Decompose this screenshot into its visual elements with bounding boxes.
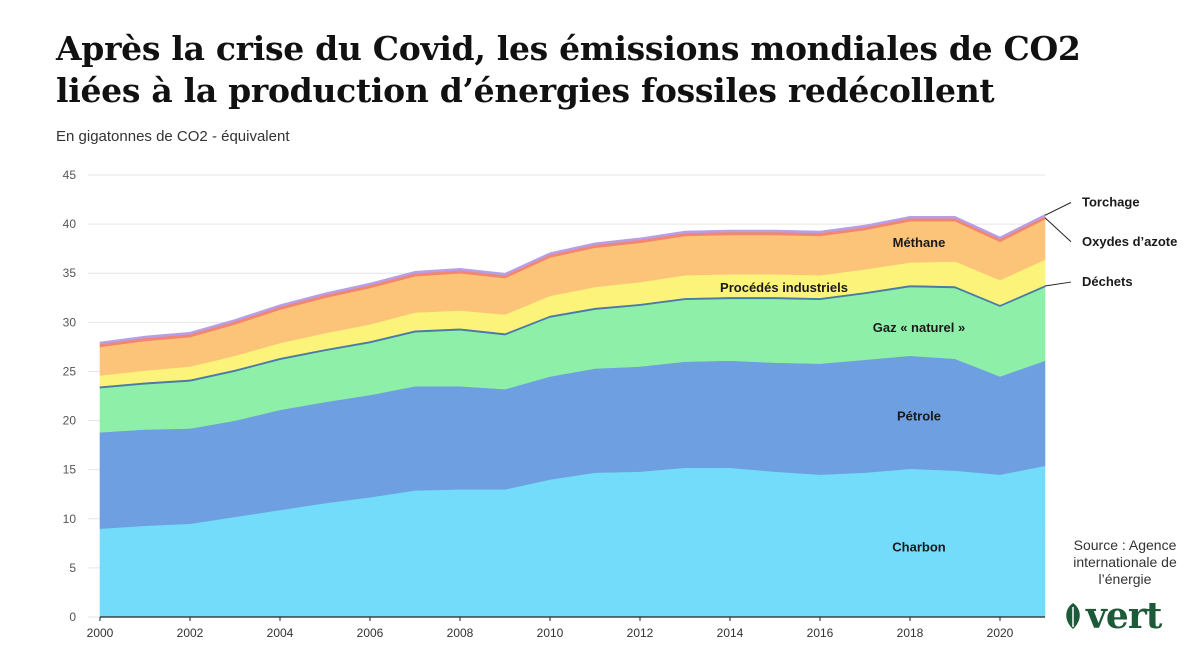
y-tick-label: 20	[63, 414, 77, 428]
y-tick-label: 45	[63, 168, 77, 182]
x-tick-label: 2018	[897, 626, 924, 640]
series-label-methane: Méthane	[893, 235, 946, 250]
series-label-charbon: Charbon	[892, 539, 946, 554]
leader-line-torchage	[1044, 202, 1072, 216]
x-tick-label: 2010	[537, 626, 564, 640]
leader-line-dechets	[1044, 281, 1072, 287]
brand-logo: vert	[1062, 595, 1162, 637]
source-note: Source : Agence internationale de l’éner…	[1073, 537, 1177, 587]
leaf-icon	[1066, 603, 1080, 629]
x-tick-label: 2016	[807, 626, 834, 640]
leader-line-oxydes-d-azote	[1044, 217, 1072, 243]
series-label-petrole: Pétrole	[897, 409, 941, 424]
y-tick-label: 15	[63, 463, 77, 477]
y-tick-label: 10	[63, 512, 77, 526]
x-tick-label: 2020	[987, 626, 1014, 640]
x-tick-label: 2004	[267, 626, 294, 640]
chart-subtitle: En gigatonnes de CO2 - équivalent	[56, 128, 290, 145]
series-label-procedes-industriels: Procédés industriels	[720, 280, 848, 295]
chart-title: Après la crise du Covid, les émissions m…	[56, 28, 1081, 112]
area-series-torchage	[99, 213, 1046, 345]
x-tick-label: 2012	[627, 626, 654, 640]
y-tick-label: 0	[69, 610, 76, 624]
y-tick-label: 5	[69, 561, 76, 575]
x-tick-label: 2002	[177, 626, 204, 640]
series-label-dechets: Déchets	[1082, 274, 1133, 289]
x-tick-label: 2000	[87, 626, 114, 640]
brand-name: vert	[1086, 595, 1162, 637]
x-tick-label: 2014	[717, 626, 744, 640]
series-label-gaz-naturel: Gaz « naturel »	[873, 320, 965, 335]
series-label-torchage: Torchage	[1082, 195, 1140, 210]
y-tick-label: 30	[63, 315, 77, 329]
y-tick-label: 40	[63, 217, 77, 231]
title-line-1: Après la crise du Covid, les émissions m…	[56, 29, 1081, 68]
series-label-oxydes-d-azote: Oxydes d’azote	[1082, 234, 1177, 249]
title-line-2: liées à la production d’énergies fossile…	[56, 71, 995, 110]
x-tick-label: 2006	[357, 626, 384, 640]
x-tick-label: 2008	[447, 626, 474, 640]
y-tick-label: 35	[63, 266, 77, 280]
y-tick-label: 25	[63, 364, 77, 378]
